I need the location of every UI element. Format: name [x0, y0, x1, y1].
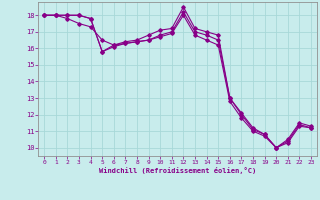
X-axis label: Windchill (Refroidissement éolien,°C): Windchill (Refroidissement éolien,°C)	[99, 167, 256, 174]
